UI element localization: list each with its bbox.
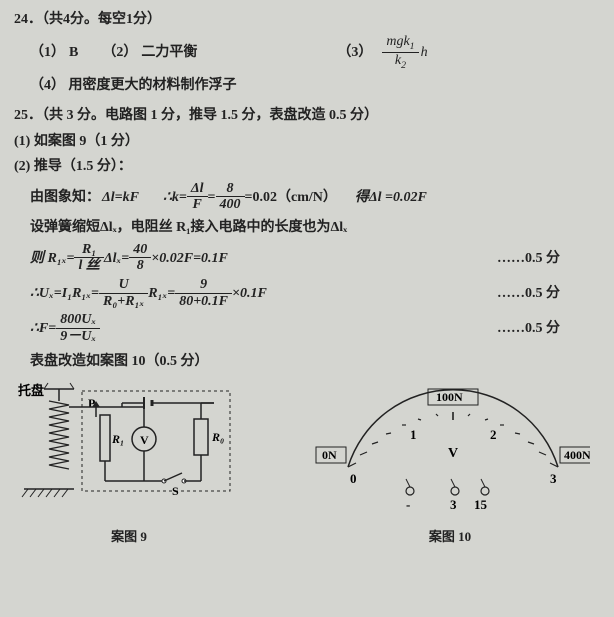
f1n: Δl [187, 181, 208, 197]
q25-line3: 则 R₁ₓ= R₁l 丝 Δlₓ= 408 ×0.02F=0.1F ……0.5 … [14, 242, 600, 275]
fig9-caption: 案图 9 [14, 526, 244, 548]
l4b: R₁ₓ= [148, 282, 175, 306]
fig10-15: 15 [474, 497, 488, 512]
f-num: mgk [386, 34, 409, 49]
q24-part3-after: h [421, 41, 428, 65]
fig10-tick0: 0 [350, 471, 357, 486]
fig9-S: S [172, 484, 179, 498]
f4d: 8 [129, 258, 151, 275]
q25-line2: 设弹簧缩短Δlₓ，电阻丝 R₁接入电路中的长度也为Δlₓ [14, 216, 600, 240]
l1b: Δl=kF [102, 186, 139, 210]
l3c: ×0.02F=0.1F [151, 247, 228, 271]
fig10-3: 3 [450, 497, 457, 512]
score2: ……0.5 分 [497, 282, 560, 306]
q25-fig-line: 表盘改造如案图 10（0.5 分） [14, 350, 600, 374]
l4c: ×0.1F [232, 282, 267, 306]
f3d: l 丝 [78, 258, 99, 273]
q24-part2-label: （2） [102, 41, 137, 65]
q24-part1-label: （1） [30, 41, 65, 65]
fig10-tick3: 3 [550, 471, 557, 486]
f7n: 800Uₓ [56, 312, 100, 328]
q25-header: 25．（共 3 分。电路图 1 分，推导 1.5 分，表盘改造 0.5 分） [14, 104, 600, 128]
fig9-R0: R₀ [211, 430, 224, 444]
fig10-V: V [448, 446, 458, 461]
f-sub2: 2 [401, 60, 406, 71]
q25-line4: ∴Uₓ=I₁R₁ₓ= UR₀+R₁ₓ R₁ₓ= 980+0.1F ×0.1F …… [14, 277, 600, 310]
q25-p2: (2) 推导（1.5 分）： [14, 155, 600, 179]
score1: ……0.5 分 [497, 247, 560, 271]
l1e: 得Δl =0.02F [355, 186, 427, 210]
fig9-V: V [140, 433, 149, 447]
fig10-0N: 0N [322, 448, 337, 462]
q25-line5: ∴F= 800Uₓ9－Uₓ ……0.5 分 [14, 312, 600, 345]
l1c: ∴k= [163, 186, 187, 210]
f1d: F [187, 197, 208, 214]
f-sub1: 1 [410, 41, 415, 52]
f7d: 9－Uₓ [56, 329, 100, 346]
figure-9-svg: 托盘 P R [14, 377, 244, 517]
f2n: 8 [216, 181, 245, 197]
fig9-P: P [88, 396, 95, 410]
score3: ……0.5 分 [497, 317, 560, 341]
l1a: 由图象知： [30, 186, 100, 210]
q25-p1: (1) 如案图 9（1 分） [14, 130, 600, 154]
f5d: R₀+R₁ₓ [99, 294, 148, 311]
l4a: ∴Uₓ=I₁R₁ₓ= [30, 282, 99, 306]
figure-10: 0 1 2 3 V 100N 0N 400N - 3 15 案图 10 [310, 387, 590, 548]
q24-part4: （4） 用密度更大的材料制作浮子 [14, 74, 600, 98]
q24-part2-ans: 二力平衡 [141, 41, 197, 65]
figure-9: 托盘 P R [14, 377, 244, 548]
figure-10-svg: 0 1 2 3 V 100N 0N 400N - 3 15 [310, 387, 590, 517]
q24-part4-label: （4） [30, 78, 65, 93]
q24-part3-frac: mgk1 k2 [382, 34, 418, 72]
fig9-R1: R₁ [111, 432, 124, 446]
q24-part1-ans: B [69, 41, 78, 65]
fig10-tick2: 2 [490, 427, 497, 442]
q24-part4-ans: 用密度更大的材料制作浮子 [69, 78, 237, 93]
figures-row: 托盘 P R [14, 377, 600, 548]
f2d: 400 [216, 197, 245, 214]
l1d: =0.02（cm/N） [245, 186, 337, 210]
l5a: ∴F= [30, 317, 56, 341]
l3b: Δlₓ= [104, 247, 129, 271]
q24-header: 24．（共4分。每空1分） [14, 8, 600, 32]
fig10-100N: 100N [436, 390, 463, 404]
f6n: 9 [175, 277, 232, 293]
f3n: R₁ [74, 242, 103, 258]
q24-part3-label: （3） [337, 41, 372, 65]
f5n: U [99, 277, 148, 293]
q24-row1: （1） B （2） 二力平衡 （3） mgk1 k2 h [14, 34, 600, 72]
fig9-tuopan-label: 托盘 [18, 383, 44, 398]
fig10-tick1: 1 [410, 427, 417, 442]
l3a: 则 R₁ₓ= [30, 247, 74, 271]
fig10-400N: 400N [564, 448, 590, 462]
fig10-minus: - [406, 497, 410, 512]
q25-line1: 由图象知： Δl=kF ∴k= ΔlF = 8400 =0.02（cm/N） 得… [14, 181, 600, 214]
f4n: 40 [129, 242, 151, 258]
fig10-caption: 案图 10 [310, 526, 590, 548]
f6d: 80+0.1F [175, 294, 232, 311]
